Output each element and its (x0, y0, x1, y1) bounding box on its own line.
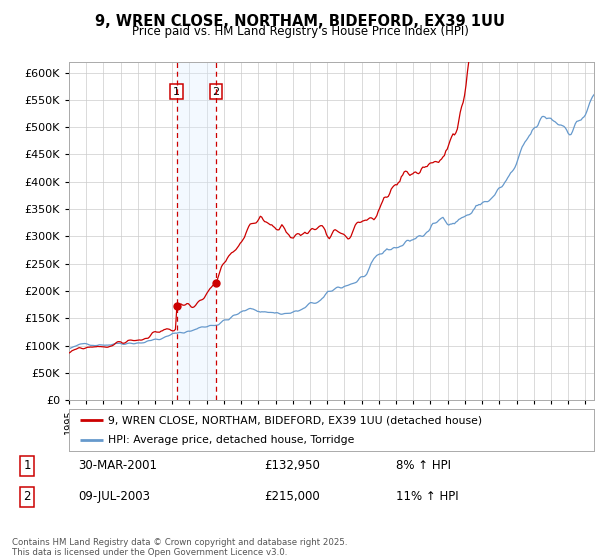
Text: £215,000: £215,000 (264, 490, 320, 503)
Text: 9, WREN CLOSE, NORTHAM, BIDEFORD, EX39 1UU: 9, WREN CLOSE, NORTHAM, BIDEFORD, EX39 1… (95, 14, 505, 29)
Text: Price paid vs. HM Land Registry's House Price Index (HPI): Price paid vs. HM Land Registry's House … (131, 25, 469, 38)
Text: 2: 2 (23, 490, 31, 503)
Text: 2: 2 (212, 87, 220, 97)
Bar (176, 62, 216, 400)
Text: 11% ↑ HPI: 11% ↑ HPI (396, 490, 458, 503)
Text: 1: 1 (173, 87, 180, 97)
Text: Contains HM Land Registry data © Crown copyright and database right 2025.
This d: Contains HM Land Registry data © Crown c… (12, 538, 347, 557)
Text: HPI: Average price, detached house, Torridge: HPI: Average price, detached house, Torr… (109, 435, 355, 445)
Text: 09-JUL-2003: 09-JUL-2003 (78, 490, 150, 503)
Text: 8% ↑ HPI: 8% ↑ HPI (396, 459, 451, 473)
Text: £132,950: £132,950 (264, 459, 320, 473)
Text: 1: 1 (23, 459, 31, 473)
Text: 9, WREN CLOSE, NORTHAM, BIDEFORD, EX39 1UU (detached house): 9, WREN CLOSE, NORTHAM, BIDEFORD, EX39 1… (109, 415, 482, 425)
Text: 30-MAR-2001: 30-MAR-2001 (78, 459, 157, 473)
